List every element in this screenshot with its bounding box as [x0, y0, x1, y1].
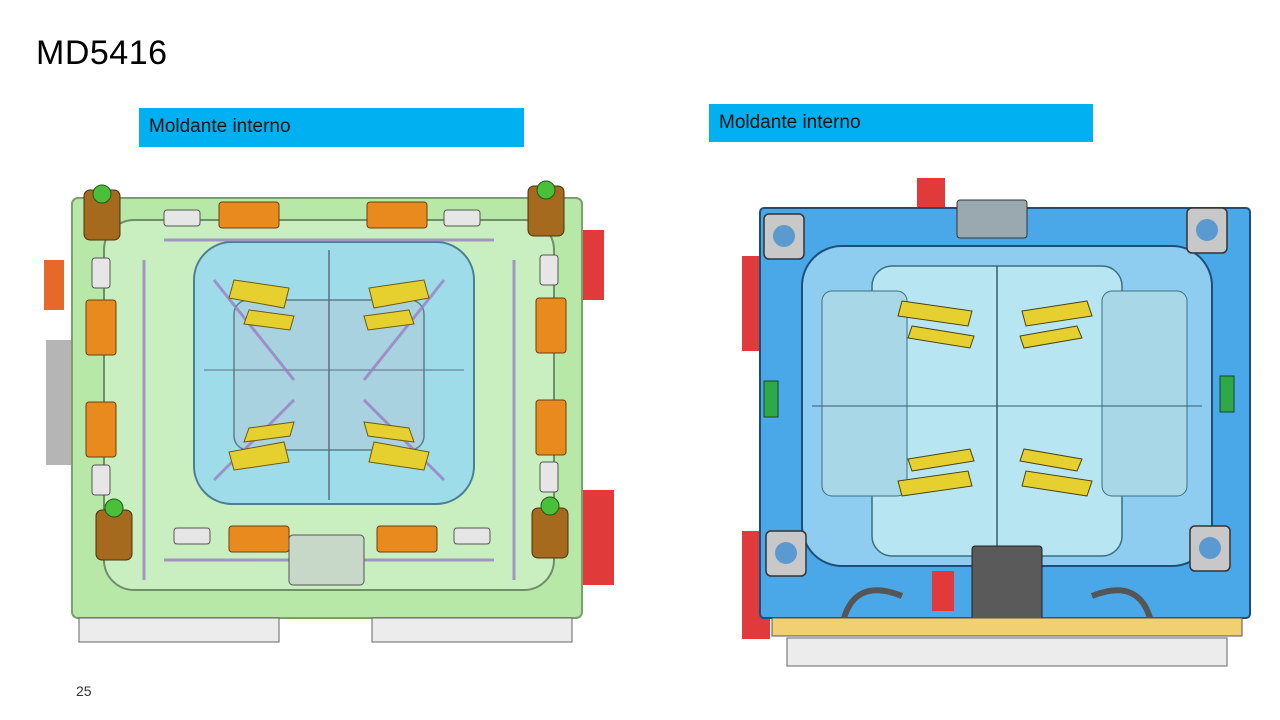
- slide-title: MD5416: [36, 34, 168, 72]
- panel-label-right: Moldante interno: [709, 104, 1093, 142]
- panel-label-left: Moldante interno: [139, 108, 524, 147]
- mold-render-left: [44, 180, 614, 643]
- page-number: 25: [76, 683, 92, 699]
- mold-render-right: [742, 178, 1251, 667]
